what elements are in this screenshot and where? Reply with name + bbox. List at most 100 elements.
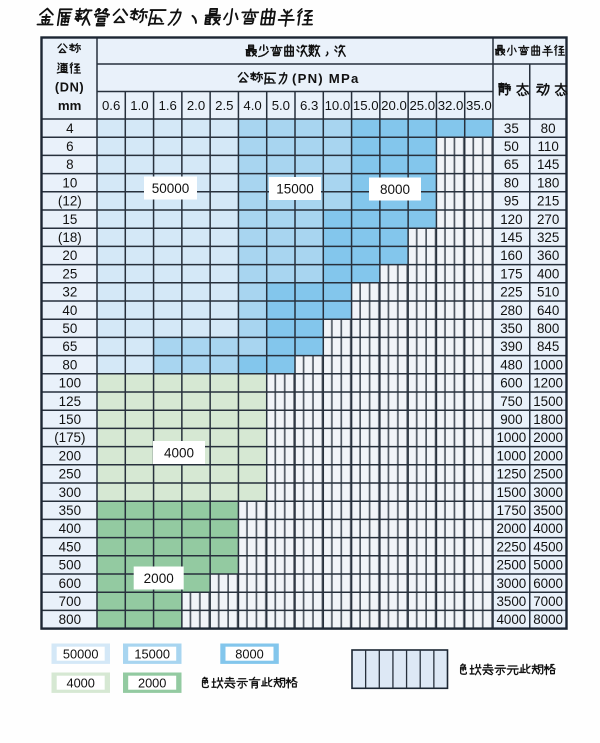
svg-text:4000: 4000 <box>66 676 94 691</box>
svg-text:3500: 3500 <box>533 503 563 518</box>
svg-text:80: 80 <box>504 175 519 190</box>
svg-text:2000: 2000 <box>533 448 563 463</box>
svg-text:4.0: 4.0 <box>243 98 261 113</box>
svg-text:600: 600 <box>500 376 522 391</box>
svg-text:2.0: 2.0 <box>187 98 205 113</box>
svg-text:65: 65 <box>62 339 77 354</box>
svg-text:280: 280 <box>500 303 522 318</box>
svg-text:180: 180 <box>537 175 559 190</box>
svg-text:100: 100 <box>59 376 81 391</box>
svg-text:8000: 8000 <box>235 647 263 662</box>
svg-text:270: 270 <box>537 212 559 227</box>
svg-text:80: 80 <box>541 121 556 136</box>
svg-text:450: 450 <box>59 539 81 554</box>
svg-text:480: 480 <box>500 357 522 372</box>
svg-text:750: 750 <box>500 394 522 409</box>
svg-text:350: 350 <box>500 321 522 336</box>
svg-text:1500: 1500 <box>533 394 563 409</box>
svg-text:(PN) MPa: (PN) MPa <box>292 71 359 86</box>
svg-text:2500: 2500 <box>533 467 563 482</box>
svg-text:50: 50 <box>62 321 77 336</box>
svg-text:400: 400 <box>59 521 81 536</box>
svg-text:250: 250 <box>59 467 81 482</box>
svg-text:845: 845 <box>537 339 559 354</box>
svg-text:0.6: 0.6 <box>102 98 120 113</box>
svg-text:4500: 4500 <box>533 539 563 554</box>
svg-text:4000: 4000 <box>496 612 526 627</box>
svg-text:1000: 1000 <box>496 430 526 445</box>
svg-text:3000: 3000 <box>533 485 563 500</box>
svg-text:10.0: 10.0 <box>325 98 351 113</box>
svg-text:2000: 2000 <box>496 521 526 536</box>
svg-text:7000: 7000 <box>533 594 563 609</box>
svg-text:1250: 1250 <box>496 467 526 482</box>
svg-text:160: 160 <box>500 248 522 263</box>
svg-text:500: 500 <box>59 558 81 573</box>
svg-text:360: 360 <box>537 248 559 263</box>
svg-text:110: 110 <box>537 139 558 154</box>
svg-text:2000: 2000 <box>533 430 563 445</box>
svg-text:mm: mm <box>58 98 81 113</box>
svg-text:1000: 1000 <box>496 448 526 463</box>
svg-text:15000: 15000 <box>276 181 314 196</box>
svg-text:145: 145 <box>537 157 559 172</box>
svg-text:15: 15 <box>62 212 77 227</box>
svg-text:1.6: 1.6 <box>159 98 177 113</box>
svg-text:4000: 4000 <box>533 521 563 536</box>
svg-text:25.0: 25.0 <box>409 98 435 113</box>
svg-text:800: 800 <box>537 321 559 336</box>
svg-text:510: 510 <box>537 285 559 300</box>
svg-text:32.0: 32.0 <box>438 98 464 113</box>
svg-text:125: 125 <box>59 394 81 409</box>
svg-text:1.0: 1.0 <box>130 98 148 113</box>
svg-text:32: 32 <box>62 285 77 300</box>
svg-text:(DN): (DN) <box>55 80 84 95</box>
svg-text:8000: 8000 <box>533 612 563 627</box>
svg-text:300: 300 <box>59 485 81 500</box>
svg-text:10: 10 <box>62 175 77 190</box>
svg-text:350: 350 <box>59 503 81 518</box>
svg-text:175: 175 <box>500 266 522 281</box>
svg-text:(18): (18) <box>58 230 82 245</box>
svg-text:900: 900 <box>500 412 522 427</box>
svg-text:4: 4 <box>66 121 74 136</box>
svg-text:50000: 50000 <box>63 647 99 662</box>
svg-text:8: 8 <box>66 157 73 172</box>
svg-text:1500: 1500 <box>496 485 526 500</box>
svg-text:80: 80 <box>62 357 77 372</box>
svg-text:120: 120 <box>500 212 522 227</box>
svg-text:20: 20 <box>62 248 77 263</box>
svg-text:4000: 4000 <box>164 445 194 460</box>
svg-text:40: 40 <box>62 303 77 318</box>
svg-text:15.0: 15.0 <box>353 98 379 113</box>
svg-text:65: 65 <box>504 157 519 172</box>
svg-text:2000: 2000 <box>138 676 166 691</box>
svg-text:35.0: 35.0 <box>466 98 492 113</box>
svg-text:35: 35 <box>504 121 519 136</box>
svg-text:(12): (12) <box>58 194 82 209</box>
svg-text:6.3: 6.3 <box>300 98 318 113</box>
svg-text:400: 400 <box>537 266 559 281</box>
svg-text:3500: 3500 <box>496 594 526 609</box>
svg-text:20.0: 20.0 <box>381 98 407 113</box>
svg-text:700: 700 <box>59 594 81 609</box>
svg-text:15000: 15000 <box>134 647 170 662</box>
svg-text:2000: 2000 <box>144 571 174 586</box>
svg-text:225: 225 <box>500 285 522 300</box>
svg-text:(175): (175) <box>54 430 85 445</box>
svg-text:25: 25 <box>62 266 77 281</box>
svg-text:800: 800 <box>59 612 81 627</box>
svg-text:8000: 8000 <box>380 182 410 197</box>
svg-text:2.5: 2.5 <box>215 98 233 113</box>
svg-text:150: 150 <box>59 412 81 427</box>
svg-text:6000: 6000 <box>533 576 563 591</box>
svg-text:390: 390 <box>500 339 522 354</box>
svg-text:1200: 1200 <box>533 376 563 391</box>
svg-text:95: 95 <box>504 194 519 209</box>
svg-text:1800: 1800 <box>533 412 563 427</box>
svg-text:3000: 3000 <box>496 576 526 591</box>
svg-text:600: 600 <box>59 576 81 591</box>
svg-text:5000: 5000 <box>533 558 563 573</box>
svg-text:200: 200 <box>59 448 81 463</box>
svg-text:2500: 2500 <box>496 558 526 573</box>
